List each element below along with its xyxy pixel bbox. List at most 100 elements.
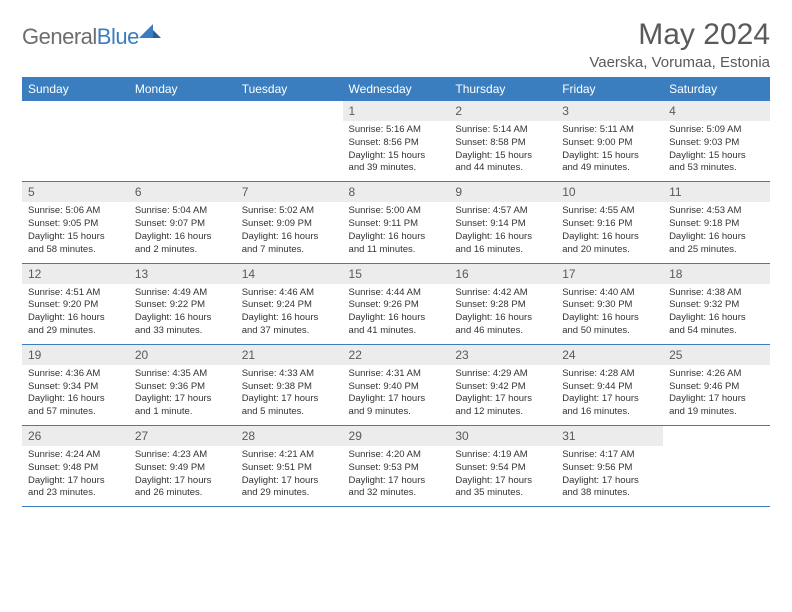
day-cell: 8Sunrise: 5:00 AMSunset: 9:11 PMDaylight…	[343, 182, 450, 263]
day-cell: 24Sunrise: 4:28 AMSunset: 9:44 PMDayligh…	[556, 344, 663, 425]
day-number: 26	[22, 426, 129, 446]
day-cell: 14Sunrise: 4:46 AMSunset: 9:24 PMDayligh…	[236, 263, 343, 344]
day-body: Sunrise: 4:26 AMSunset: 9:46 PMDaylight:…	[663, 365, 770, 425]
day-body: Sunrise: 4:33 AMSunset: 9:38 PMDaylight:…	[236, 365, 343, 425]
logo-text: GeneralBlue	[22, 24, 139, 50]
day-body: Sunrise: 4:29 AMSunset: 9:42 PMDaylight:…	[449, 365, 556, 425]
day-number: 27	[129, 426, 236, 446]
day-number: 23	[449, 345, 556, 365]
day-cell: 6Sunrise: 5:04 AMSunset: 9:07 PMDaylight…	[129, 182, 236, 263]
day-body: Sunrise: 4:49 AMSunset: 9:22 PMDaylight:…	[129, 284, 236, 344]
day-cell: 21Sunrise: 4:33 AMSunset: 9:38 PMDayligh…	[236, 344, 343, 425]
month-title: May 2024	[589, 18, 770, 52]
location: Vaerska, Vorumaa, Estonia	[589, 54, 770, 71]
title-block: May 2024 Vaerska, Vorumaa, Estonia	[589, 18, 770, 71]
day-body: Sunrise: 4:20 AMSunset: 9:53 PMDaylight:…	[343, 446, 450, 506]
day-number: 11	[663, 182, 770, 202]
day-cell	[129, 101, 236, 182]
day-header: Saturday	[663, 77, 770, 101]
day-cell: 11Sunrise: 4:53 AMSunset: 9:18 PMDayligh…	[663, 182, 770, 263]
day-cell: 10Sunrise: 4:55 AMSunset: 9:16 PMDayligh…	[556, 182, 663, 263]
day-body: Sunrise: 4:23 AMSunset: 9:49 PMDaylight:…	[129, 446, 236, 506]
day-body: Sunrise: 4:53 AMSunset: 9:18 PMDaylight:…	[663, 202, 770, 262]
day-body: Sunrise: 5:00 AMSunset: 9:11 PMDaylight:…	[343, 202, 450, 262]
calendar-table: Sunday Monday Tuesday Wednesday Thursday…	[22, 77, 770, 507]
day-header: Thursday	[449, 77, 556, 101]
week-row: 5Sunrise: 5:06 AMSunset: 9:05 PMDaylight…	[22, 182, 770, 263]
day-cell: 31Sunrise: 4:17 AMSunset: 9:56 PMDayligh…	[556, 426, 663, 507]
logo: GeneralBlue	[22, 18, 161, 50]
day-number: 5	[22, 182, 129, 202]
day-number: 10	[556, 182, 663, 202]
day-body: Sunrise: 5:04 AMSunset: 9:07 PMDaylight:…	[129, 202, 236, 262]
day-number: 30	[449, 426, 556, 446]
day-body: Sunrise: 5:02 AMSunset: 9:09 PMDaylight:…	[236, 202, 343, 262]
day-body: Sunrise: 4:24 AMSunset: 9:48 PMDaylight:…	[22, 446, 129, 506]
day-cell: 27Sunrise: 4:23 AMSunset: 9:49 PMDayligh…	[129, 426, 236, 507]
day-number: 12	[22, 264, 129, 284]
day-cell: 26Sunrise: 4:24 AMSunset: 9:48 PMDayligh…	[22, 426, 129, 507]
day-cell: 29Sunrise: 4:20 AMSunset: 9:53 PMDayligh…	[343, 426, 450, 507]
day-cell: 15Sunrise: 4:44 AMSunset: 9:26 PMDayligh…	[343, 263, 450, 344]
day-body: Sunrise: 4:17 AMSunset: 9:56 PMDaylight:…	[556, 446, 663, 506]
day-header: Monday	[129, 77, 236, 101]
calendar-body: 1Sunrise: 5:16 AMSunset: 8:56 PMDaylight…	[22, 101, 770, 507]
day-cell: 3Sunrise: 5:11 AMSunset: 9:00 PMDaylight…	[556, 101, 663, 182]
day-cell	[22, 101, 129, 182]
day-body: Sunrise: 4:46 AMSunset: 9:24 PMDaylight:…	[236, 284, 343, 344]
day-body: Sunrise: 4:57 AMSunset: 9:14 PMDaylight:…	[449, 202, 556, 262]
day-body: Sunrise: 4:35 AMSunset: 9:36 PMDaylight:…	[129, 365, 236, 425]
day-body: Sunrise: 4:36 AMSunset: 9:34 PMDaylight:…	[22, 365, 129, 425]
day-header: Sunday	[22, 77, 129, 101]
day-body: Sunrise: 5:06 AMSunset: 9:05 PMDaylight:…	[22, 202, 129, 262]
day-number: 8	[343, 182, 450, 202]
day-cell: 4Sunrise: 5:09 AMSunset: 9:03 PMDaylight…	[663, 101, 770, 182]
day-body: Sunrise: 4:42 AMSunset: 9:28 PMDaylight:…	[449, 284, 556, 344]
day-header-row: Sunday Monday Tuesday Wednesday Thursday…	[22, 77, 770, 101]
day-number: 28	[236, 426, 343, 446]
day-cell: 1Sunrise: 5:16 AMSunset: 8:56 PMDaylight…	[343, 101, 450, 182]
day-number: 15	[343, 264, 450, 284]
day-cell: 9Sunrise: 4:57 AMSunset: 9:14 PMDaylight…	[449, 182, 556, 263]
day-number: 31	[556, 426, 663, 446]
day-cell: 23Sunrise: 4:29 AMSunset: 9:42 PMDayligh…	[449, 344, 556, 425]
day-cell: 25Sunrise: 4:26 AMSunset: 9:46 PMDayligh…	[663, 344, 770, 425]
day-number: 25	[663, 345, 770, 365]
day-number: 13	[129, 264, 236, 284]
day-body: Sunrise: 5:11 AMSunset: 9:00 PMDaylight:…	[556, 121, 663, 181]
day-number: 16	[449, 264, 556, 284]
day-cell: 19Sunrise: 4:36 AMSunset: 9:34 PMDayligh…	[22, 344, 129, 425]
day-body: Sunrise: 4:38 AMSunset: 9:32 PMDaylight:…	[663, 284, 770, 344]
day-body: Sunrise: 4:51 AMSunset: 9:20 PMDaylight:…	[22, 284, 129, 344]
day-number: 17	[556, 264, 663, 284]
day-cell: 5Sunrise: 5:06 AMSunset: 9:05 PMDaylight…	[22, 182, 129, 263]
day-cell: 2Sunrise: 5:14 AMSunset: 8:58 PMDaylight…	[449, 101, 556, 182]
day-body: Sunrise: 4:21 AMSunset: 9:51 PMDaylight:…	[236, 446, 343, 506]
day-body: Sunrise: 4:40 AMSunset: 9:30 PMDaylight:…	[556, 284, 663, 344]
day-number: 7	[236, 182, 343, 202]
day-cell: 7Sunrise: 5:02 AMSunset: 9:09 PMDaylight…	[236, 182, 343, 263]
day-body: Sunrise: 4:19 AMSunset: 9:54 PMDaylight:…	[449, 446, 556, 506]
day-number: 3	[556, 101, 663, 121]
day-cell: 20Sunrise: 4:35 AMSunset: 9:36 PMDayligh…	[129, 344, 236, 425]
day-cell: 22Sunrise: 4:31 AMSunset: 9:40 PMDayligh…	[343, 344, 450, 425]
day-cell	[236, 101, 343, 182]
day-number: 24	[556, 345, 663, 365]
day-header: Wednesday	[343, 77, 450, 101]
day-header: Friday	[556, 77, 663, 101]
day-cell: 30Sunrise: 4:19 AMSunset: 9:54 PMDayligh…	[449, 426, 556, 507]
day-number: 29	[343, 426, 450, 446]
day-cell: 13Sunrise: 4:49 AMSunset: 9:22 PMDayligh…	[129, 263, 236, 344]
day-number: 2	[449, 101, 556, 121]
day-number: 20	[129, 345, 236, 365]
day-number: 4	[663, 101, 770, 121]
week-row: 12Sunrise: 4:51 AMSunset: 9:20 PMDayligh…	[22, 263, 770, 344]
header: GeneralBlue May 2024 Vaerska, Vorumaa, E…	[22, 18, 770, 71]
day-body: Sunrise: 4:28 AMSunset: 9:44 PMDaylight:…	[556, 365, 663, 425]
week-row: 1Sunrise: 5:16 AMSunset: 8:56 PMDaylight…	[22, 101, 770, 182]
day-number: 21	[236, 345, 343, 365]
day-cell: 12Sunrise: 4:51 AMSunset: 9:20 PMDayligh…	[22, 263, 129, 344]
page: GeneralBlue May 2024 Vaerska, Vorumaa, E…	[0, 0, 792, 525]
day-cell: 17Sunrise: 4:40 AMSunset: 9:30 PMDayligh…	[556, 263, 663, 344]
day-number: 22	[343, 345, 450, 365]
